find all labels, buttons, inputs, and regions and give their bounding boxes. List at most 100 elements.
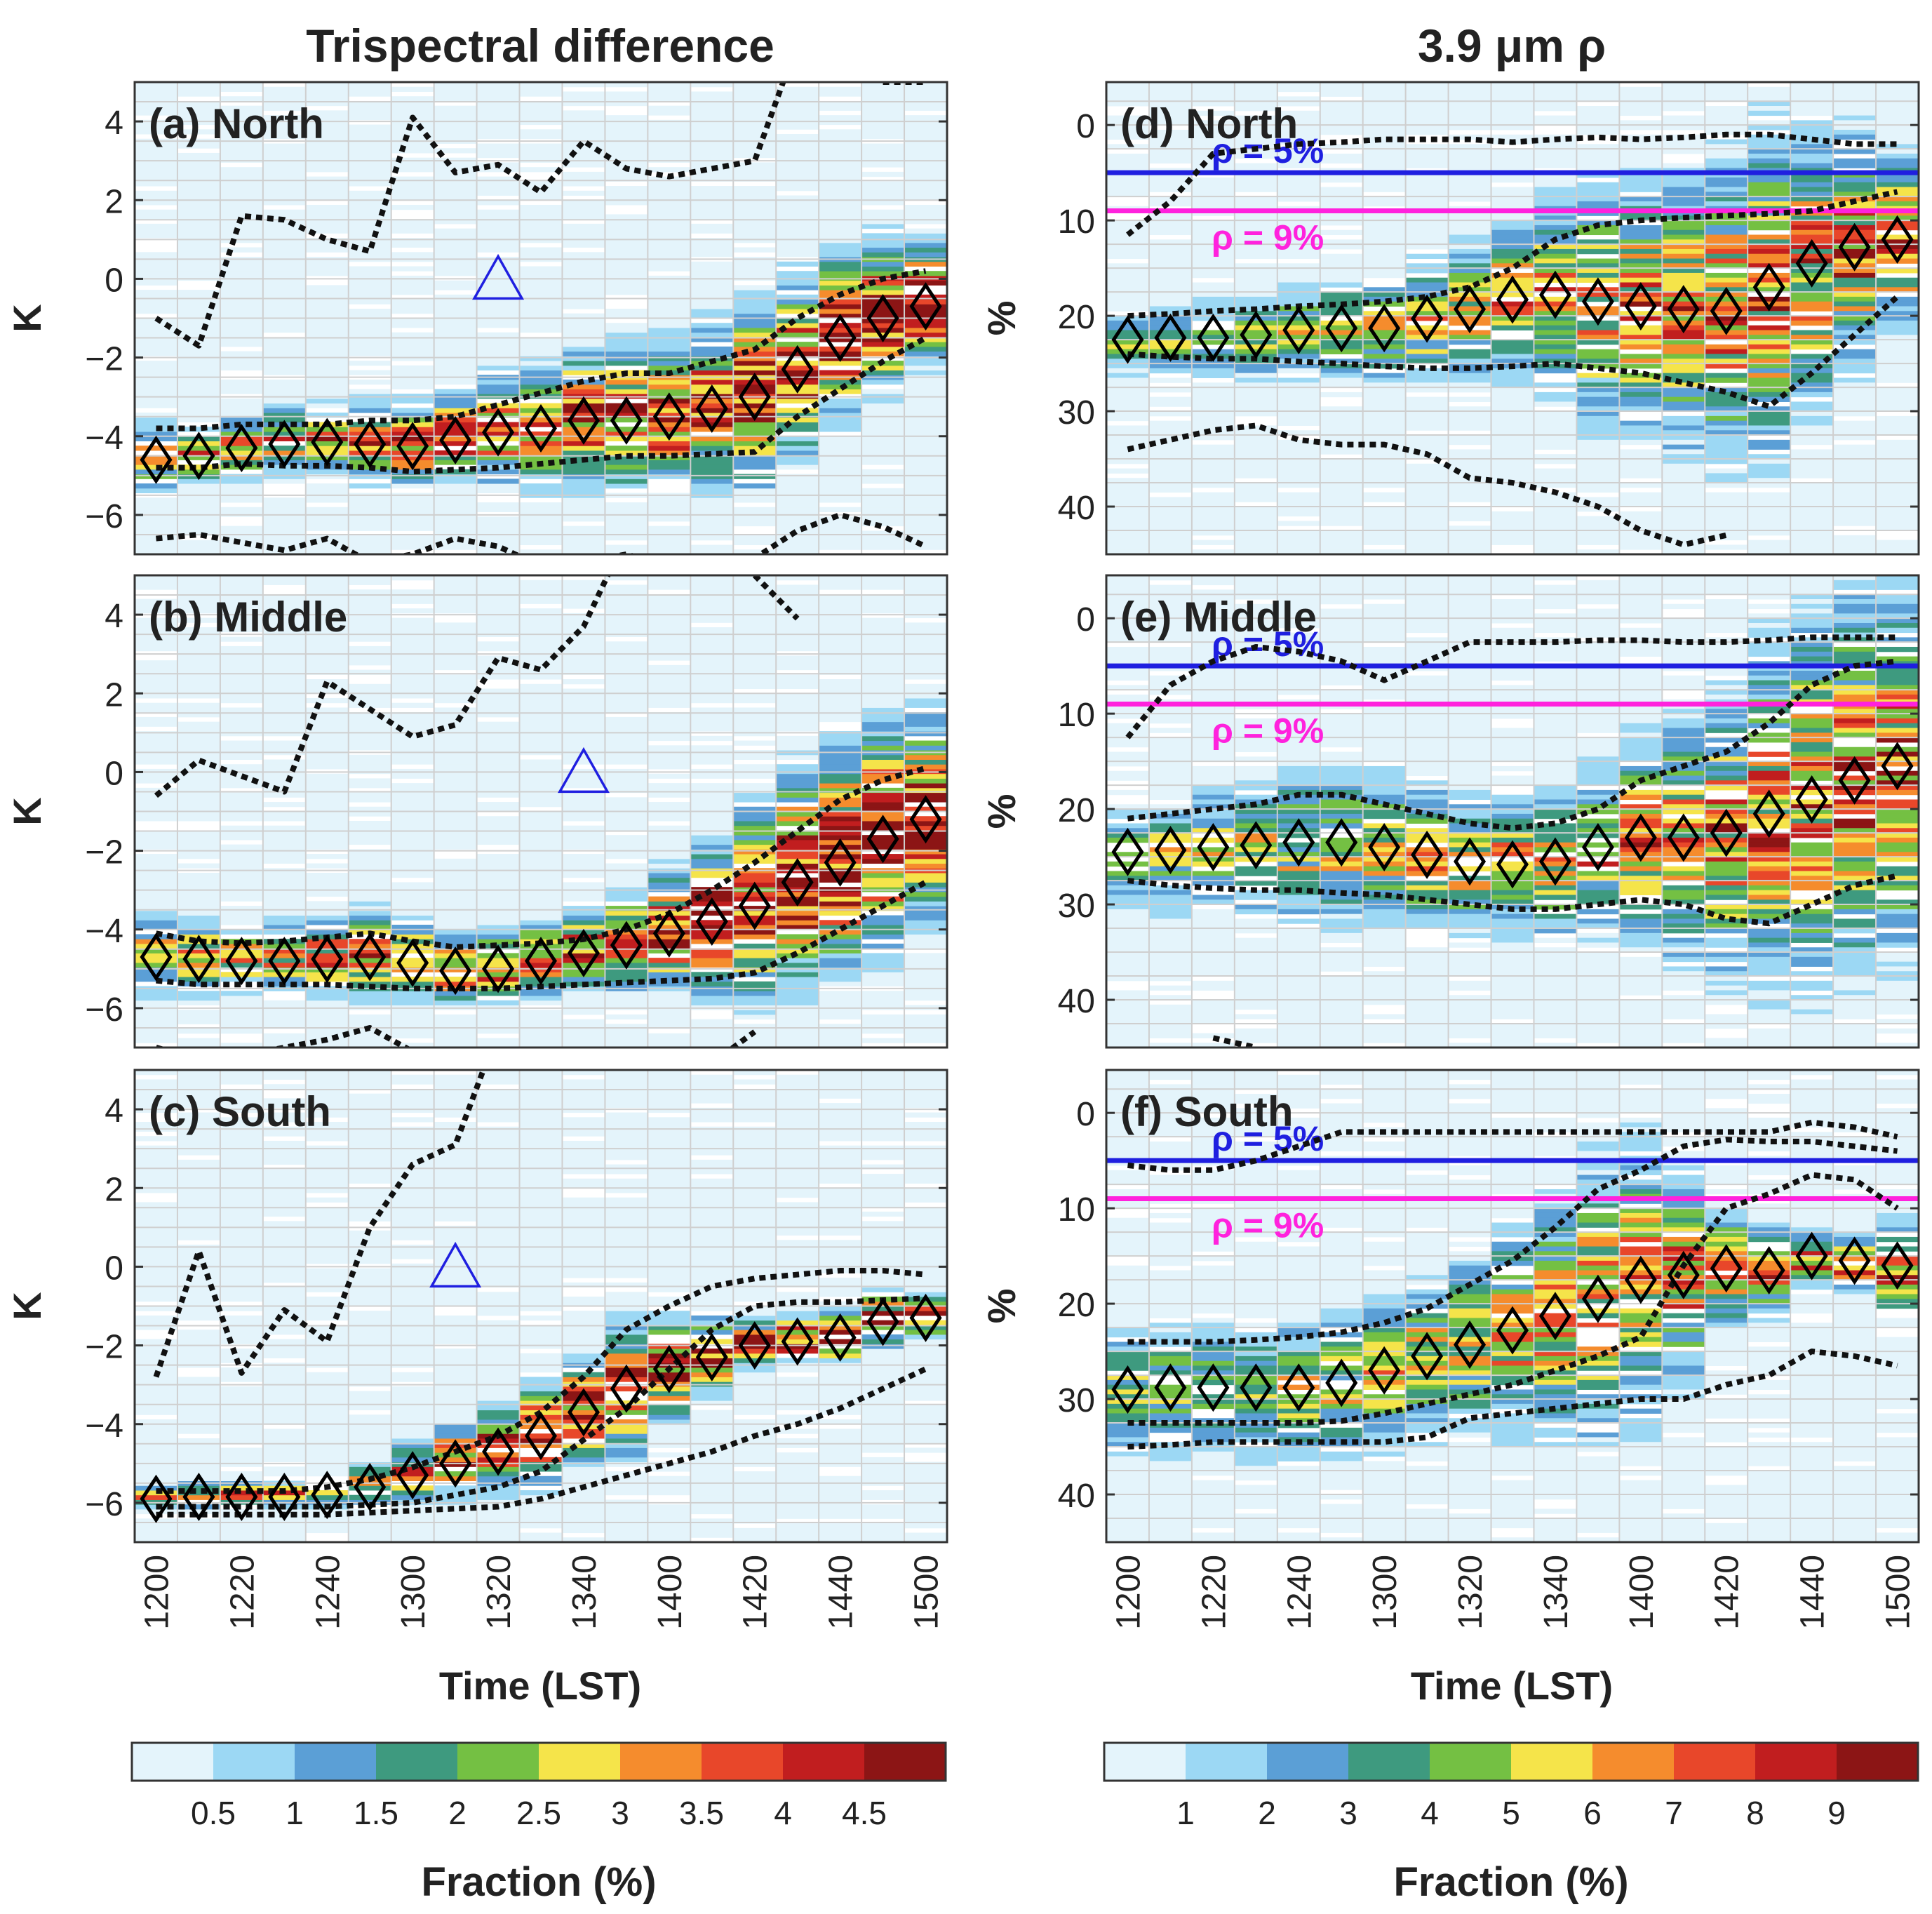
- heatmap-cell: [733, 124, 777, 130]
- heatmap-cell: [220, 674, 264, 680]
- heatmap-cell: [904, 731, 947, 737]
- heatmap-cell: [733, 455, 777, 460]
- heatmap-cell: [177, 549, 221, 554]
- heatmap-cell: [177, 1518, 221, 1524]
- heatmap-cell: [690, 1396, 734, 1401]
- heatmap-cell: [262, 906, 307, 911]
- heatmap-cell: [476, 1367, 521, 1373]
- heatmap-cell: [434, 967, 478, 972]
- heatmap-cell: [305, 735, 349, 742]
- heatmap-cell: [605, 1183, 648, 1189]
- heatmap-cell: [348, 1150, 392, 1156]
- heatmap-cell: [177, 365, 221, 371]
- heatmap-cell: [220, 313, 264, 319]
- heatmap-cell: [262, 1315, 307, 1321]
- heatmap-cell: [733, 488, 777, 494]
- heatmap-cell: [220, 228, 264, 234]
- heatmap-cell: [690, 858, 734, 864]
- heatmap-cell: [519, 1024, 563, 1029]
- heatmap-cell: [562, 228, 605, 234]
- heatmap-cell: [690, 1358, 734, 1363]
- heatmap-cell: [476, 820, 521, 826]
- heatmap-cell: [434, 1169, 478, 1174]
- heatmap-cell: [904, 464, 947, 470]
- heatmap-cell: [262, 731, 307, 737]
- heatmap-cell: [605, 549, 648, 554]
- heatmap-cell: [519, 294, 563, 300]
- heatmap-cell: [605, 544, 648, 550]
- heatmap-cell: [733, 929, 777, 935]
- heatmap-cell: [220, 171, 264, 178]
- heatmap-cell: [135, 507, 178, 512]
- heatmap-cell: [519, 910, 563, 916]
- heatmap-cell: [519, 915, 563, 921]
- heatmap-cell: [476, 1140, 521, 1146]
- heatmap-cell: [904, 171, 947, 178]
- heatmap-cell: [605, 882, 648, 888]
- heatmap-cell: [861, 323, 905, 328]
- heatmap-cell: [391, 1537, 435, 1542]
- heatmap-cell: [177, 384, 221, 389]
- heatmap-cell: [220, 1140, 264, 1146]
- heatmap-cell: [648, 920, 691, 925]
- heatmap-cell: [220, 431, 264, 437]
- heatmap-cell: [177, 797, 221, 803]
- heatmap-cell: [348, 1268, 392, 1273]
- heatmap-cell: [476, 925, 521, 930]
- heatmap-cell: [305, 242, 349, 248]
- heatmap-cell: [476, 1240, 521, 1245]
- heatmap-cell: [733, 1211, 777, 1217]
- heatmap-cell: [476, 351, 521, 356]
- heatmap-cell: [562, 1178, 605, 1184]
- heatmap-cell: [776, 238, 819, 243]
- heatmap-cell: [562, 891, 605, 897]
- heatmap-cell: [434, 679, 478, 685]
- heatmap-cell: [391, 835, 435, 841]
- heatmap-cell: [648, 877, 691, 883]
- heatmap-cell: [135, 745, 178, 751]
- heatmap-cell: [476, 115, 521, 121]
- heatmap-cell: [391, 1221, 435, 1226]
- heatmap-cell: [861, 190, 905, 196]
- heatmap-cell: [220, 186, 264, 192]
- heatmap-cell: [348, 1019, 392, 1024]
- heatmap-cell: [648, 1490, 691, 1496]
- heatmap-cell: [861, 622, 905, 628]
- heatmap-cell: [476, 953, 521, 958]
- heatmap-cell: [220, 858, 264, 864]
- heatmap-cell: [348, 1202, 392, 1207]
- heatmap-cell: [220, 617, 264, 623]
- heatmap-cell: [348, 1159, 392, 1165]
- heatmap-cell: [262, 129, 307, 135]
- heatmap-cell: [262, 304, 307, 309]
- heatmap-cell: [690, 238, 734, 243]
- heatmap-cell: [904, 967, 947, 972]
- heatmap-cell: [690, 1301, 734, 1306]
- heatmap-cell: [819, 967, 862, 972]
- heatmap-cell: [648, 1405, 691, 1411]
- heatmap-cell: [776, 1093, 819, 1099]
- heatmap-cell: [861, 778, 905, 784]
- heatmap-cell: [177, 991, 221, 996]
- heatmap-cell: [135, 1461, 178, 1467]
- heatmap-cell: [605, 731, 648, 737]
- heatmap-cell: [305, 1178, 349, 1184]
- heatmap-cell: [177, 693, 221, 699]
- heatmap-cell: [733, 379, 777, 385]
- heatmap-cell: [648, 688, 691, 694]
- heatmap-cell: [262, 958, 307, 963]
- heatmap-cell: [690, 1466, 734, 1472]
- heatmap-cell: [177, 1278, 221, 1283]
- heatmap-cell: [648, 361, 691, 366]
- heatmap-cell: [177, 299, 221, 304]
- heatmap-cell: [434, 1033, 478, 1039]
- heatmap-cell: [690, 304, 734, 309]
- heatmap-cell: [690, 1197, 734, 1203]
- heatmap-cell: [519, 535, 563, 541]
- heatmap-cell: [904, 920, 947, 925]
- heatmap-cell: [776, 622, 819, 628]
- heatmap-cell: [262, 134, 307, 140]
- heatmap-cell: [562, 124, 605, 130]
- heatmap-cell: [562, 1273, 605, 1278]
- heatmap-cell: [690, 1254, 734, 1259]
